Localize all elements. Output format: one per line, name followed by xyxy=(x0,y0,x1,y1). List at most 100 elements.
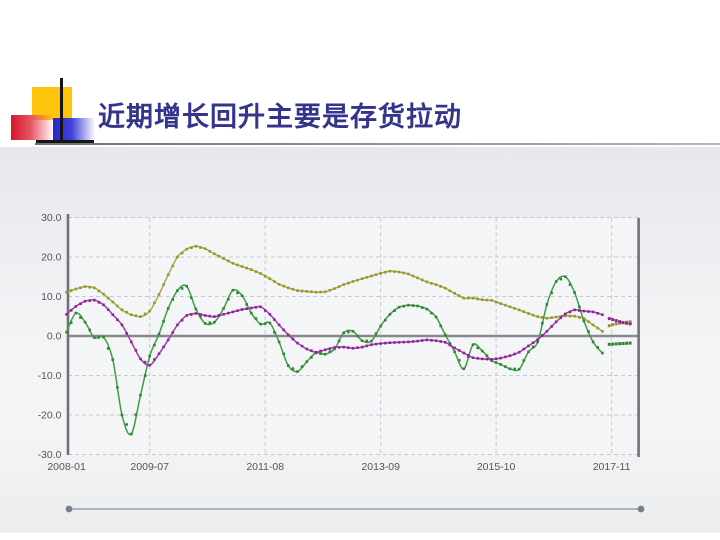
purple-series-marker xyxy=(365,344,369,348)
green-series-marker xyxy=(111,358,115,361)
green-series-marker xyxy=(102,335,105,339)
y-tick-label: 10.0 xyxy=(41,291,62,303)
green-series-marker xyxy=(430,311,433,315)
green-series-marker xyxy=(222,307,225,310)
olive-series-marker xyxy=(217,254,221,258)
purple-series-marker xyxy=(384,341,387,345)
purple-series-marker xyxy=(554,320,558,324)
olive-series-marker xyxy=(545,316,549,320)
green-series-marker xyxy=(393,309,396,312)
olive-series-marker xyxy=(393,270,396,273)
title-divider-rule xyxy=(35,143,720,146)
purple-series-marker xyxy=(139,357,142,361)
olive-series-marker xyxy=(388,269,392,273)
purple-series-marker xyxy=(462,351,466,355)
purple-series-marker xyxy=(296,341,299,345)
green-series-marker xyxy=(448,342,452,345)
green-series-marker xyxy=(527,350,530,354)
green-series-marker xyxy=(245,303,248,306)
olive-series-marker xyxy=(485,298,489,302)
purple-series-marker xyxy=(180,318,184,322)
olive-series-marker xyxy=(587,320,590,324)
y-tick-label: 20.0 xyxy=(41,252,62,264)
green-series-marker xyxy=(444,333,447,337)
green-series-marker xyxy=(360,339,364,342)
olive-series-marker xyxy=(467,296,470,300)
purple-series-marker xyxy=(573,308,576,312)
green-series-marker xyxy=(240,294,244,297)
green-series-marker xyxy=(153,343,156,347)
olive-series-marker xyxy=(573,314,576,318)
green-series-marker xyxy=(462,367,466,371)
purple-series-marker xyxy=(268,313,272,316)
green-series-marker xyxy=(517,367,521,371)
purple-series-marker xyxy=(213,315,216,318)
green-series-marker xyxy=(148,354,151,358)
purple-series-marker xyxy=(282,328,285,332)
purple-series-marker xyxy=(153,358,156,361)
olive-series-marker xyxy=(69,289,73,292)
green-series-marker xyxy=(162,319,165,323)
green-series-marker xyxy=(601,351,604,355)
purple-series-marker xyxy=(171,331,175,334)
olive-series-marker xyxy=(139,315,142,318)
green-series-marker xyxy=(379,324,382,328)
green-series-marker xyxy=(199,314,202,318)
green-series-marker xyxy=(296,370,299,373)
purple-series-marker xyxy=(430,339,433,342)
purple-series-marker xyxy=(157,352,161,356)
purple-series-marker xyxy=(97,301,101,304)
green-series xyxy=(65,275,632,436)
purple-series-marker xyxy=(356,346,359,349)
olive-series-marker xyxy=(277,283,281,286)
green-series-marker xyxy=(499,363,502,366)
purple-series-forecast-dot xyxy=(611,318,615,322)
green-series-forecast-dot xyxy=(607,342,611,346)
olive-series-marker xyxy=(116,304,119,308)
olive-series-marker xyxy=(337,285,341,288)
purple-series-marker xyxy=(203,314,207,317)
green-series-marker xyxy=(328,350,332,353)
olive-series-marker xyxy=(476,297,479,301)
purple-series-marker xyxy=(323,348,327,352)
green-series-marker xyxy=(130,432,133,436)
purple-series-forecast-dot xyxy=(618,320,622,324)
olive-series-marker xyxy=(240,265,244,268)
green-series-marker xyxy=(388,313,392,316)
purple-series-marker xyxy=(222,313,225,316)
olive-series-marker xyxy=(254,270,258,273)
green-series-marker xyxy=(536,340,539,344)
green-series-marker xyxy=(116,386,119,389)
purple-series-marker xyxy=(176,323,179,327)
green-series-marker xyxy=(342,331,345,335)
green-series-marker xyxy=(166,307,170,310)
purple-series-marker xyxy=(83,299,87,303)
olive-series-marker xyxy=(374,273,378,276)
olive-series-marker xyxy=(434,283,438,286)
olive-series-forecast-dot xyxy=(611,323,615,327)
green-series-marker xyxy=(277,340,281,344)
purple-series-marker xyxy=(467,354,470,357)
green-series-marker xyxy=(190,296,193,299)
olive-series-marker xyxy=(550,316,553,319)
olive-series-marker xyxy=(554,315,558,319)
green-series-marker xyxy=(541,321,544,325)
purple-series-marker xyxy=(416,339,419,343)
y-tick-label: 30.0 xyxy=(41,212,62,224)
olive-series-marker xyxy=(328,288,332,292)
olive-series-marker xyxy=(180,251,184,255)
purple-series-marker xyxy=(402,340,406,344)
olive-series-marker xyxy=(578,316,581,319)
green-series-marker xyxy=(384,318,387,322)
purple-series-forecast-dot xyxy=(621,321,625,325)
green-series-marker xyxy=(457,359,461,362)
olive-series-marker xyxy=(416,276,419,280)
purple-series-marker xyxy=(259,305,262,309)
purple-series-marker xyxy=(425,338,429,342)
green-series-marker xyxy=(370,339,373,343)
green-series-marker xyxy=(397,305,401,309)
purple-series-marker xyxy=(111,313,115,316)
purple-series-marker xyxy=(601,313,604,316)
decor-blue-square xyxy=(53,118,95,140)
olive-series-marker xyxy=(185,247,188,251)
